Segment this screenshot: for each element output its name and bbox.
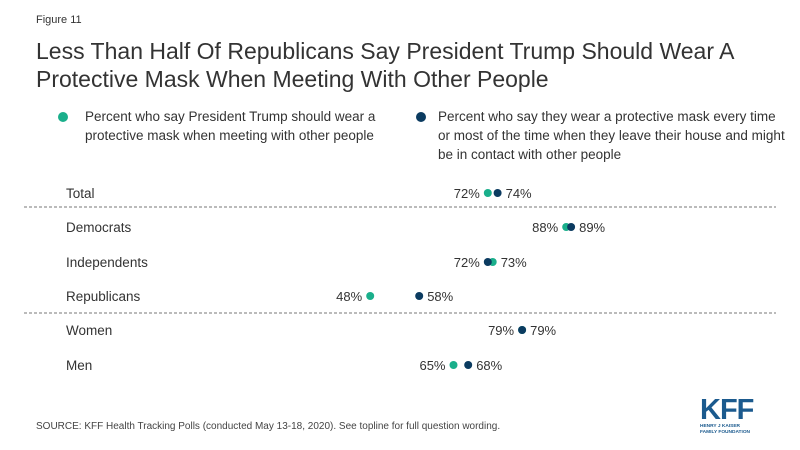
data-point-series2: [415, 292, 424, 300]
data-label-left: 79%: [488, 323, 514, 338]
data-point-series2: [464, 361, 473, 369]
legend-label: Percent who say President Trump should w…: [85, 109, 376, 143]
logo-subtitle-line2: FAMILY FOUNDATION: [700, 430, 751, 435]
row-label-independents: Independents: [66, 255, 148, 270]
legend-dot-teal: [58, 112, 68, 122]
data-point-series1: [449, 361, 458, 369]
source-note: SOURCE: KFF Health Tracking Polls (condu…: [36, 421, 501, 432]
legend-dot-navy: [416, 112, 426, 122]
data-point-series2: [493, 189, 502, 197]
data-point-series2: [483, 258, 492, 266]
data-label-right: 74%: [506, 186, 532, 201]
legend-label: Percent who say they wear a protective m…: [438, 109, 785, 162]
data-point-series1: [483, 189, 492, 197]
row-label-women: Women: [66, 323, 112, 338]
data-label-right: 68%: [476, 358, 502, 373]
data-point-series2: [518, 326, 527, 334]
chart-title: Less Than Half Of Republicans Say Presid…: [36, 38, 734, 92]
data-label-left: 88%: [532, 220, 558, 235]
data-label-right: 58%: [427, 289, 453, 304]
row-label-republicans: Republicans: [66, 289, 141, 304]
data-label-left: 48%: [336, 289, 362, 304]
kff-logo: KFF HENRY J KAISER FAMILY FOUNDATION: [700, 396, 780, 440]
data-point-series2: [567, 223, 576, 231]
logo-wordmark: KFF: [700, 394, 754, 426]
row-label-total: Total: [66, 186, 95, 201]
data-point-series1: [366, 292, 375, 300]
row-label-democrats: Democrats: [66, 220, 132, 235]
data-label-right: 89%: [579, 220, 605, 235]
data-label-left: 65%: [419, 358, 445, 373]
data-label-left: 72%: [454, 186, 480, 201]
data-label-right: 79%: [530, 323, 556, 338]
row-label-men: Men: [66, 358, 92, 373]
logo-subtitle-line1: HENRY J KAISER: [700, 424, 740, 429]
figure-label: Figure 11: [36, 14, 82, 26]
data-label-right: 73%: [501, 255, 527, 270]
data-label-left: 72%: [454, 255, 480, 270]
